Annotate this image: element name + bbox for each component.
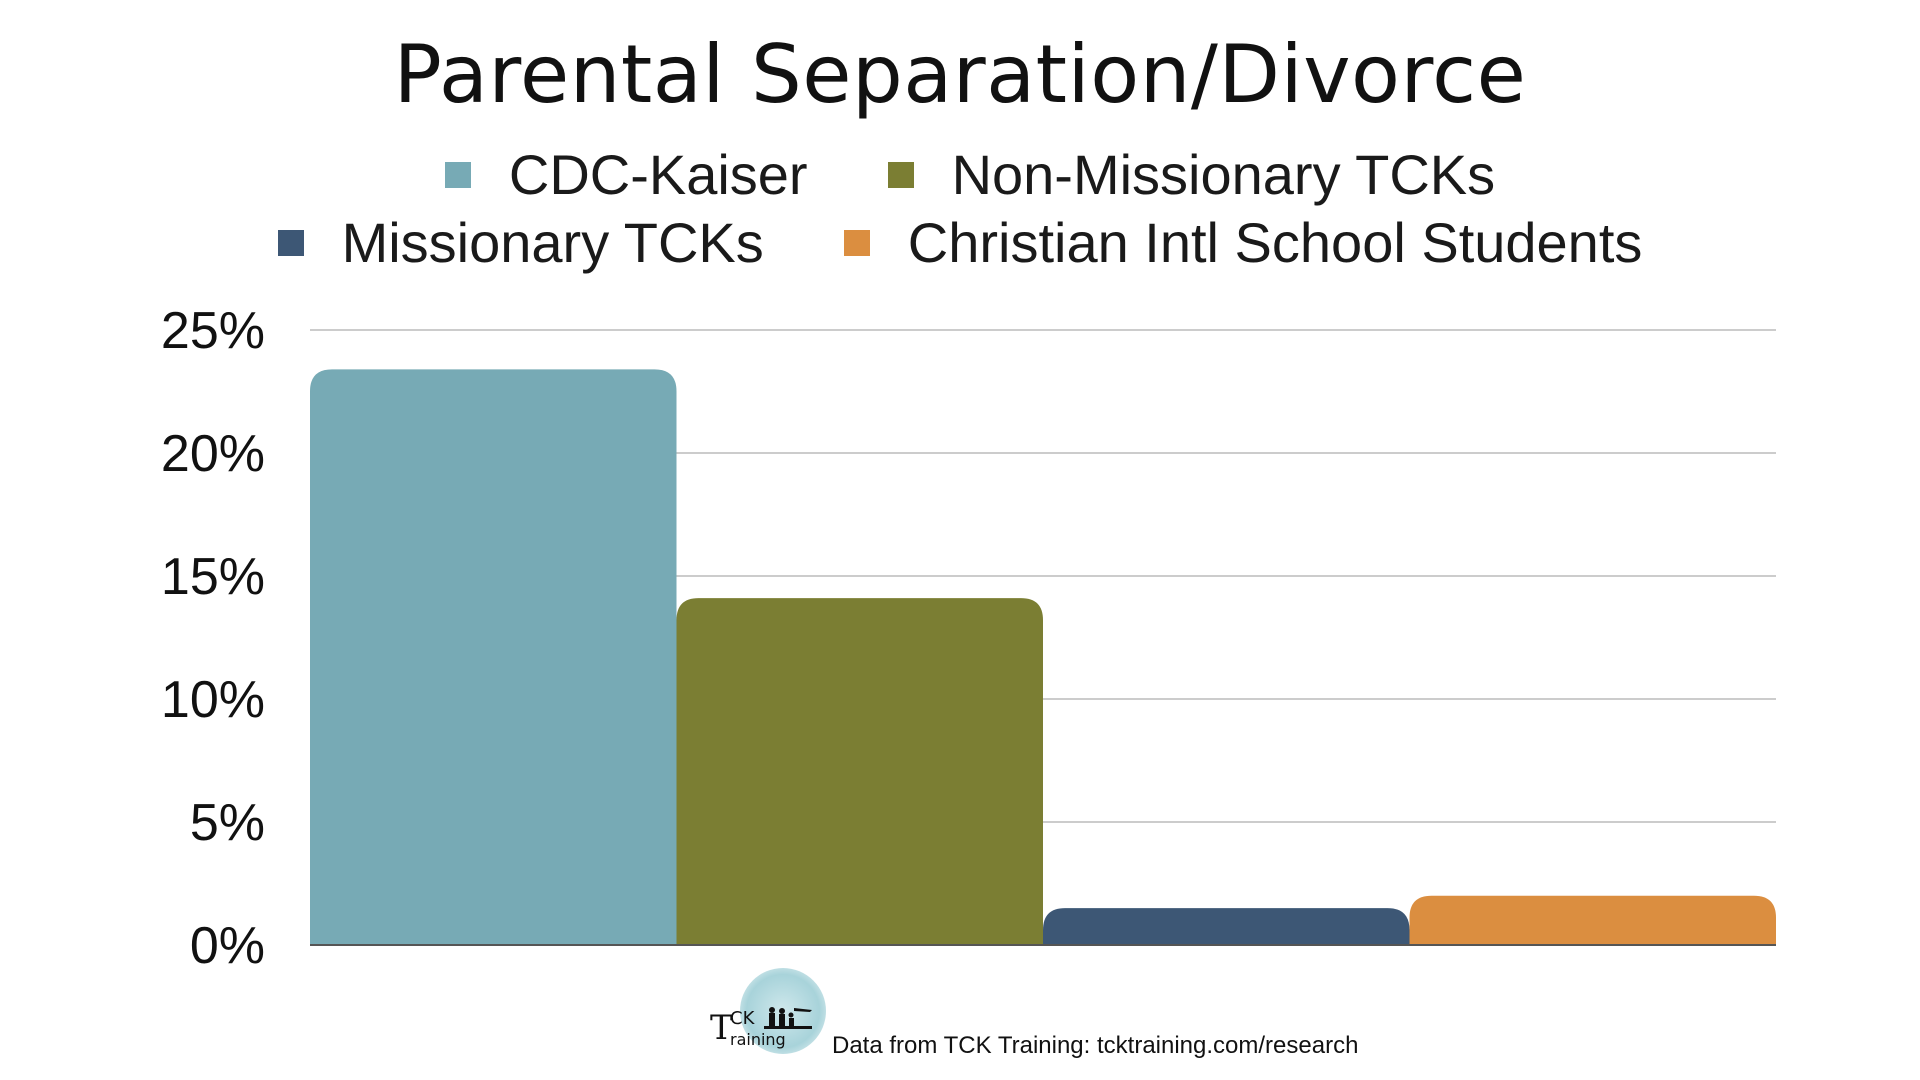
legend-swatch (887, 161, 914, 188)
y-tick-label: 15% (161, 548, 265, 606)
legend-label: Christian Intl School Students (907, 211, 1643, 274)
y-tick-label: 20% (161, 425, 265, 483)
legend-item-christian-intl-school-students: Christian Intl School Students (843, 210, 1643, 275)
footer: T CK raining Data from TCK Training: tck… (710, 968, 1358, 1060)
legend-label: Non-Missionary TCKs (951, 143, 1496, 206)
legend-swatch (444, 161, 471, 188)
legend-item-cdc-kaiser: CDC-Kaiser (444, 142, 808, 207)
logo-word-raining: raining (730, 1030, 786, 1049)
logo-letter-t: T (710, 1008, 733, 1048)
y-tick-label: 25% (161, 302, 265, 360)
tck-training-logo: T CK raining (710, 968, 828, 1060)
legend-swatch (843, 229, 870, 256)
legend-row: Missionary TCKs Christian Intl School St… (0, 210, 1920, 275)
legend-swatch (277, 229, 304, 256)
family-silhouette-icon (764, 1007, 812, 1029)
bar-cdc-kaiser (310, 369, 677, 945)
bar-christian-intl-school-students (1409, 895, 1776, 945)
legend-label: CDC-Kaiser (508, 143, 808, 206)
legend-row: CDC-Kaiser Non-Missionary TCKs (0, 142, 1920, 207)
bar-non-missionary-tcks (676, 598, 1043, 945)
y-tick-label: 10% (161, 671, 265, 729)
y-tick-label: 5% (190, 794, 265, 852)
legend-label: Missionary TCKs (341, 211, 764, 274)
source-note: Data from TCK Training: tcktraining.com/… (832, 1032, 1359, 1059)
legend-item-missionary-tcks: Missionary TCKs (277, 210, 764, 275)
bar-missionary-tcks (1043, 908, 1410, 945)
chart-title: Parental Separation/Divorce (393, 28, 1527, 121)
legend-item-non-missionary-tcks: Non-Missionary TCKs (887, 142, 1496, 207)
logo-letters-ck: CK (730, 1008, 755, 1029)
y-tick-label: 0% (190, 917, 265, 975)
